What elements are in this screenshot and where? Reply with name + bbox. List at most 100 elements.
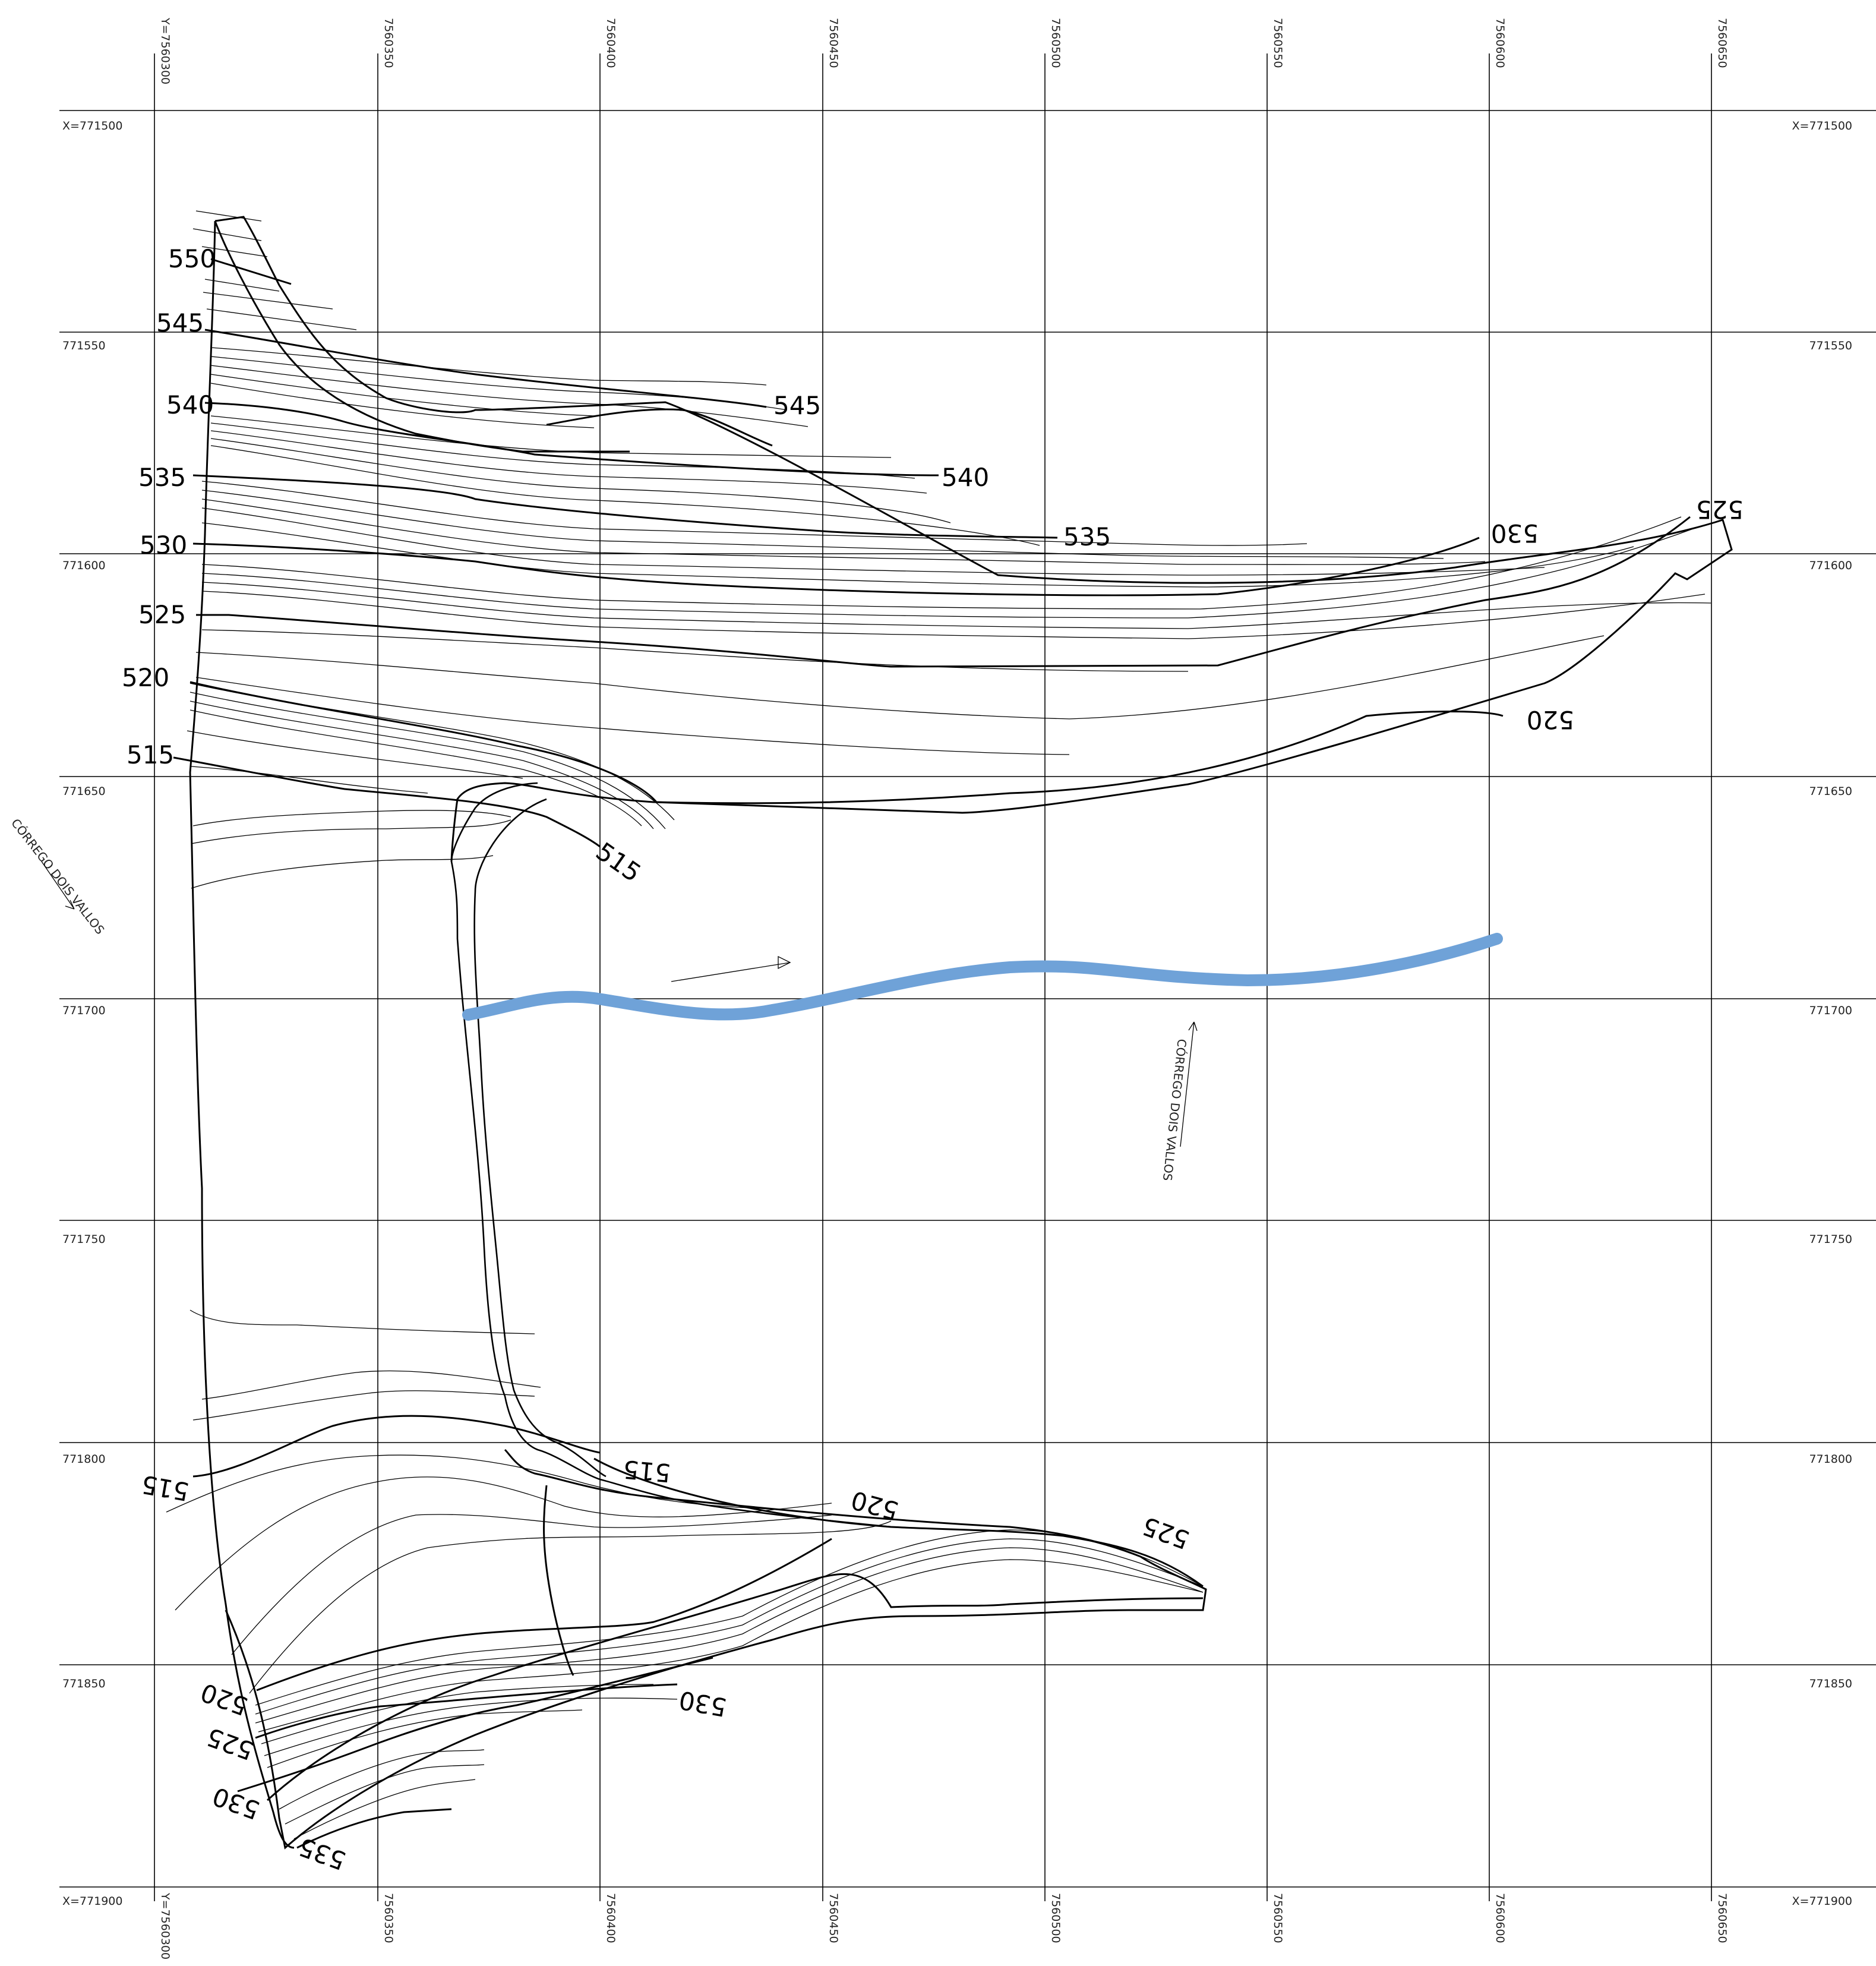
contour-thin [192,228,262,241]
contour-thin [195,210,262,222]
contour-thin [190,692,666,829]
contour-550 [210,258,292,285]
contour-thin [190,700,654,829]
contour-thin [210,445,1040,546]
contour-thin [201,591,1706,639]
contour-thin [671,962,791,982]
contour-thin [195,635,1605,720]
contour-thin [258,1559,1204,1733]
contour-thin [195,677,1070,755]
bottom-boundaries [225,1449,1207,1850]
contour-thin [255,1547,1204,1724]
contour-530 [192,537,1480,597]
x-label-right-771900: X=771900 [1792,1895,1852,1908]
road-inner-edge [473,798,607,1478]
contour-thin [204,279,280,292]
label-515: 515 [127,740,174,769]
x-label-left-771800: 771800 [62,1453,106,1466]
y-label-top-7560600: 7560600 [1493,18,1507,68]
bottom-boundary-inner [266,1573,1204,1801]
bottom-boundary-outer [225,1449,1207,1850]
contour-thin [285,1764,485,1825]
y-label-top-7560550: 7560550 [1271,18,1284,68]
contour-thin [190,1309,535,1334]
contour-515 [173,756,601,848]
contour-thin [231,1514,832,1655]
label-550: 550 [168,244,216,273]
x-label-right-771600: 771600 [1809,559,1852,572]
grid-labels-top: Y=7560300 7560350 7560400 7560450 756050… [159,17,1729,84]
y-label-top-7560400: 7560400 [604,18,617,68]
label-535-right: 535 [1063,522,1111,551]
contour-thin [210,374,595,416]
contour-thin [191,855,494,889]
contour-thin [166,1454,773,1513]
area-boundaries [189,216,1733,1849]
contour-thin [201,481,1307,546]
contour-thin [201,629,1189,672]
contour-thin [210,415,892,458]
label-540-right: 540 [942,463,989,492]
contour-thin [192,1390,535,1421]
contour-thin [261,1684,654,1744]
x-label-right-771750: 771750 [1809,1233,1852,1246]
contour-thin [191,819,511,844]
contour-thin [267,1709,583,1768]
contour-thin [264,1697,678,1756]
contour-thin [191,766,428,794]
x-label-right-771650: 771650 [1809,785,1852,798]
y-label-bottom-7560300: Y=7560300 [159,1892,172,1959]
y-label-bottom-7560450: 7560450 [827,1893,840,1943]
y-label-bottom-7560600: 7560600 [1493,1893,1507,1943]
x-label-right-771800: 771800 [1809,1453,1852,1466]
contour-545 [204,329,767,408]
y-label-bottom-7560350: 7560350 [382,1893,395,1943]
contour-520 [190,681,1504,804]
top-fill-boundary-inner [189,220,295,1849]
x-label-right-771700: 771700 [1809,1004,1852,1017]
coordinate-grid [59,53,1876,1901]
label-525: 525 [138,600,186,629]
contour-525 [196,516,1691,668]
contour-thin [293,1779,476,1839]
y-label-bottom-7560550: 7560550 [1271,1893,1284,1943]
top-contour-labels: 550 545 540 535 530 525 520 515 545 540 … [122,244,1744,888]
river-line [462,933,1503,1021]
y-label-bottom-7560500: 7560500 [1049,1893,1062,1943]
label-545-right: 545 [773,391,821,420]
contour-thin [201,1370,541,1400]
x-label-right-771850: 771850 [1809,1677,1852,1690]
y-label-bottom-7560650: 7560650 [1716,1893,1729,1943]
contour-thin [201,582,1711,629]
label-530: 530 [140,531,187,560]
contour-525-bottom [593,1457,1204,1588]
x-label-left-771700: 771700 [62,1004,106,1017]
contour-thin [210,365,808,427]
label-545: 545 [156,308,204,337]
y-label-top-7560650: 7560650 [1716,18,1729,68]
label-535: 535 [138,463,186,492]
x-label-left-771600: 771600 [62,559,106,572]
x-label-left-771500: X=771500 [62,119,122,132]
y-label-top-7560450: 7560450 [827,18,840,68]
top-fill-boundary-ridge [214,220,630,453]
x-label-right-771550: 771550 [1809,339,1852,352]
stream-arrow-1 [41,861,75,910]
contour-thin [201,522,1634,588]
contour-thin [210,383,595,428]
contour-thin [210,347,767,386]
contour-thin [249,1520,892,1694]
y-label-top-7560500: 7560500 [1049,18,1062,68]
label-525-right: 525 [1696,495,1744,524]
stream-arrow-2 [1180,1021,1198,1147]
contour-thin [255,1538,1204,1715]
grid-labels-bottom: Y=7560300 7560350 7560400 7560450 756050… [159,1892,1729,1959]
y-label-top-7560350: 7560350 [382,18,395,68]
label-520-right: 520 [1527,705,1574,734]
y-label-top-7560300: Y=7560300 [159,17,172,84]
road-outer-edge [450,782,892,1528]
contour-thin [279,1749,485,1810]
contour-thin [192,810,511,826]
x-label-left-771550: 771550 [62,339,106,352]
contour-535-bottom [296,1808,452,1849]
